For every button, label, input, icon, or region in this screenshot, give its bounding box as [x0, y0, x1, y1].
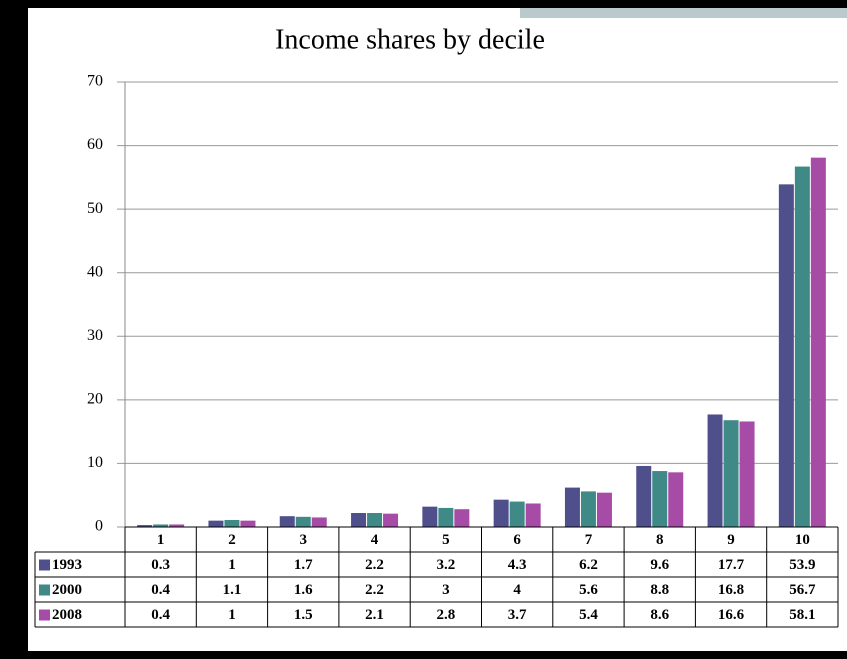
x-tick-label: 9	[727, 532, 735, 548]
bar	[279, 516, 295, 527]
table-value: 1.6	[294, 582, 313, 598]
x-tick-label: 10	[795, 532, 810, 548]
x-tick-label: 1	[157, 532, 165, 548]
table-value: 5.6	[579, 582, 598, 598]
table-value: 16.6	[718, 607, 745, 623]
table-value: 1.1	[223, 582, 242, 598]
x-tick-label: 4	[371, 532, 379, 548]
y-tick-label: 10	[87, 454, 103, 471]
legend-swatch	[39, 609, 50, 621]
x-tick-label: 7	[585, 532, 593, 548]
table-value: 6.2	[579, 557, 598, 573]
table-value: 2.8	[436, 607, 455, 623]
y-tick-label: 20	[87, 391, 103, 408]
bar	[351, 513, 367, 527]
table-value: 0.4	[151, 582, 170, 598]
decor-bar	[520, 8, 847, 18]
y-tick-label: 70	[87, 73, 103, 90]
legend-label: 2008	[52, 607, 82, 623]
legend-swatch	[39, 559, 50, 571]
bar	[636, 465, 652, 527]
bar	[580, 491, 596, 527]
table-value: 2.1	[365, 607, 384, 623]
bar	[810, 157, 826, 527]
table-value: 17.7	[718, 557, 745, 573]
bar	[564, 487, 580, 527]
table-value: 1.7	[294, 557, 313, 573]
table-value: 0.3	[151, 557, 170, 573]
table-value: 5.4	[579, 607, 598, 623]
table-value: 16.8	[718, 582, 744, 598]
table-value: 8.6	[650, 607, 669, 623]
table-value: 56.7	[789, 582, 816, 598]
legend-label: 2000	[52, 582, 82, 598]
bar	[707, 414, 723, 527]
bar	[137, 525, 153, 527]
x-tick-label: 5	[442, 532, 450, 548]
table-value: 9.6	[650, 557, 669, 573]
table-value: 1.5	[294, 607, 313, 623]
bar	[509, 501, 525, 527]
bar	[723, 420, 739, 527]
bar	[794, 166, 810, 528]
table-value: 1	[228, 557, 236, 573]
bar	[652, 471, 668, 527]
y-tick-label: 0	[95, 518, 103, 535]
table-value: 2.2	[365, 582, 384, 598]
table-value: 8.8	[650, 582, 669, 598]
x-tick-label: 3	[300, 532, 308, 548]
chart-title: Income shares by decile	[275, 24, 545, 55]
bar	[454, 509, 470, 527]
x-tick-label: 6	[513, 532, 521, 548]
bar	[422, 506, 438, 527]
bar	[208, 520, 224, 527]
table-value: 2.2	[365, 557, 384, 573]
bar	[311, 517, 327, 527]
y-tick-label: 60	[87, 136, 103, 153]
table-value: 3.7	[508, 607, 527, 623]
x-tick-label: 2	[228, 532, 236, 548]
bar	[525, 503, 541, 527]
table-value: 3.2	[436, 557, 455, 573]
bar	[493, 499, 509, 527]
table-value: 3	[442, 582, 450, 598]
table-value: 4	[513, 582, 521, 598]
bar	[295, 516, 311, 527]
bar	[240, 520, 256, 527]
table-value: 53.9	[789, 557, 815, 573]
bar	[224, 520, 240, 527]
y-tick-label: 50	[87, 200, 103, 217]
legend-label: 1993	[52, 557, 82, 573]
bar	[778, 184, 794, 527]
bar	[438, 507, 454, 527]
table-value: 4.3	[508, 557, 527, 573]
bar	[367, 513, 383, 527]
legend-swatch	[39, 584, 50, 596]
y-tick-label: 30	[87, 327, 103, 344]
panel	[28, 8, 847, 651]
bar	[668, 472, 684, 527]
bar	[153, 524, 169, 527]
bar	[169, 524, 185, 527]
y-tick-label: 40	[87, 263, 103, 280]
table-value: 58.1	[789, 607, 815, 623]
x-tick-label: 8	[656, 532, 664, 548]
table-value: 0.4	[151, 607, 170, 623]
bar	[596, 492, 612, 527]
bar	[383, 513, 399, 527]
table-value: 1	[228, 607, 236, 623]
bar	[739, 421, 755, 527]
